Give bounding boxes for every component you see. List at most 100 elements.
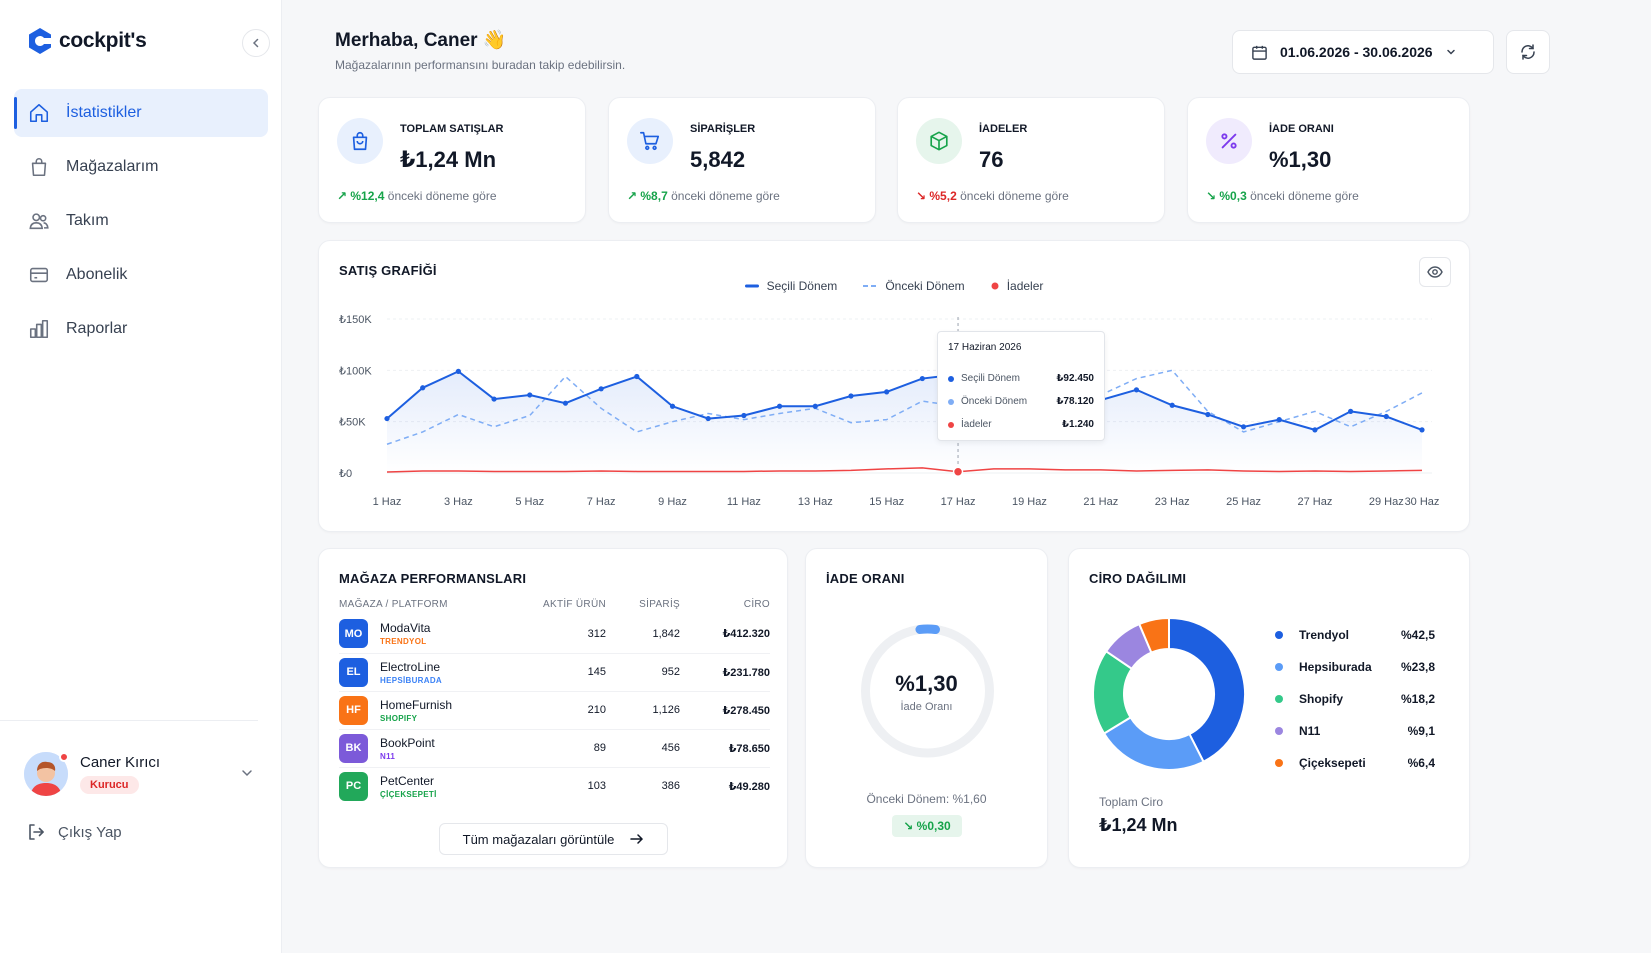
legend-item-selected[interactable]: Seçili Dönem: [744, 279, 837, 293]
data-point[interactable]: [884, 389, 890, 395]
store-name: HomeFurnish: [380, 697, 453, 712]
data-point[interactable]: [384, 415, 390, 422]
return-rate-center: %1,30 İade Oranı: [806, 671, 1047, 713]
chevron-down-icon[interactable]: [240, 766, 254, 780]
table-row[interactable]: MO ModaVita TRENDYOL 312 1,842 ₺412.320: [339, 615, 770, 654]
page-title: Merhaba, Caner 👋: [335, 30, 507, 51]
store-initials-badge: HF: [339, 695, 368, 725]
table-header-row: MAĞAZA / PLATFORM AKTİF ÜRÜN SİPARİŞ CİR…: [339, 593, 770, 615]
data-point[interactable]: [1276, 417, 1282, 423]
legend-name: Hepsiburada: [1299, 660, 1372, 674]
legend-dot: [1275, 663, 1283, 671]
data-point[interactable]: [634, 373, 640, 380]
data-point[interactable]: [741, 412, 747, 419]
data-point[interactable]: [598, 386, 604, 392]
sidebar-item-stores[interactable]: Mağazalarım: [14, 143, 268, 191]
stat-label: TOPLAM SATIŞLAR: [400, 123, 504, 135]
x-tick-label: 1 Haz: [373, 496, 402, 508]
revenue-cell: ₺78.650: [680, 729, 770, 768]
data-point[interactable]: [1312, 427, 1318, 433]
col-header: AKTİF ÜRÜN: [543, 598, 606, 610]
data-point[interactable]: [1419, 427, 1425, 433]
data-point[interactable]: [1383, 413, 1389, 420]
bar-chart-icon: [29, 319, 49, 339]
active-point-returns[interactable]: [952, 466, 964, 477]
selected-area: [387, 371, 1422, 473]
stat-icon-wrapper: [627, 118, 673, 164]
x-tick-label: 13 Haz: [798, 496, 833, 508]
tooltip-dot: [948, 375, 954, 382]
table-row[interactable]: PC PetCenter ÇİÇEKSEPETİ 103 386 ₺49.280: [339, 767, 770, 805]
data-point[interactable]: [1133, 387, 1140, 393]
logout-button[interactable]: Çıkış Yap: [26, 822, 122, 842]
logo[interactable]: cockpit's: [25, 26, 147, 56]
revenue-cell: ₺49.280: [728, 780, 770, 793]
data-point[interactable]: [812, 403, 818, 409]
store-platform: SHOPIFY: [380, 713, 418, 723]
donut-slice[interactable]: [1137, 616, 1170, 654]
sidebar-item-team[interactable]: Takım: [14, 197, 268, 245]
sidebar-item-label: Abonelik: [66, 266, 128, 283]
view-all-stores-button[interactable]: Tüm mağazaları görüntüle: [439, 823, 668, 855]
data-point[interactable]: [527, 392, 533, 398]
data-point[interactable]: [776, 403, 783, 409]
calendar-icon: [1252, 45, 1267, 60]
x-tick-label: 25 Haz: [1226, 496, 1261, 508]
sales-chart-card: SATIŞ GRAFİĞİ Seçili Dönem Önceki Dönem …: [318, 240, 1470, 532]
x-tick-label: 7 Haz: [587, 496, 616, 508]
stat-card-orders: SİPARİŞLER 5,842 ↗ %8,7 önceki döneme gö…: [608, 97, 876, 223]
donut-slice[interactable]: [1168, 616, 1246, 764]
orders-cell: 456: [606, 729, 680, 768]
legend-name: Çiçeksepeti: [1299, 756, 1366, 770]
table-row[interactable]: EL ElectroLine HEPSİBURADA 145 952 ₺231.780: [339, 653, 770, 692]
table-row[interactable]: BK BookPoint N11 89 456 ₺78.650: [339, 729, 770, 768]
stat-icon-wrapper: [916, 118, 962, 164]
sidebar-nav: İstatistikler Mağazalarım Takım Abonelik…: [14, 89, 268, 359]
user-role-badge: Kurucu: [80, 776, 139, 794]
data-point[interactable]: [919, 375, 925, 382]
legend-pct: %18,2: [1400, 692, 1435, 706]
sidebar-item-subscription[interactable]: Abonelik: [14, 251, 268, 299]
data-point[interactable]: [1205, 411, 1211, 418]
col-header: MAĞAZA / PLATFORM: [339, 598, 448, 610]
legend-item-returns[interactable]: İadeler: [991, 279, 1043, 293]
stat-label: İADE ORANI: [1269, 123, 1334, 135]
collapse-sidebar-button[interactable]: [242, 29, 270, 57]
store-platform: TRENDYOL: [380, 637, 427, 647]
table-row[interactable]: HF HomeFurnish SHOPIFY 210 1,126 ₺278.450: [339, 691, 770, 730]
data-point[interactable]: [705, 415, 711, 422]
refresh-button[interactable]: [1506, 30, 1550, 74]
data-point[interactable]: [1169, 402, 1175, 408]
legend-item-previous[interactable]: Önceki Dönem: [863, 279, 965, 293]
legend-pct: %23,8: [1400, 660, 1435, 674]
store-platform: N11: [380, 751, 396, 761]
data-point[interactable]: [848, 393, 854, 399]
eye-icon: [1427, 266, 1443, 278]
data-point[interactable]: [491, 396, 497, 402]
return-rate-label: İade Oranı: [900, 701, 953, 713]
data-point[interactable]: [1348, 408, 1354, 414]
date-range-picker[interactable]: 01.06.2026 - 30.06.2026: [1232, 30, 1494, 74]
stat-label: SİPARİŞLER: [690, 123, 756, 135]
trend-up-icon: ↗: [337, 189, 351, 203]
sidebar-item-statistics[interactable]: İstatistikler: [14, 89, 268, 137]
data-point[interactable]: [562, 400, 569, 406]
user-menu[interactable]: Caner Kırıcı Kurucu: [24, 752, 254, 796]
data-point[interactable]: [1240, 424, 1247, 430]
data-point[interactable]: [669, 403, 676, 409]
store-initials-badge: MO: [339, 619, 368, 649]
data-point[interactable]: [455, 368, 461, 374]
cart-icon: [640, 131, 660, 151]
store-name: ModaVita: [380, 621, 431, 636]
legend-dot: [1275, 759, 1283, 767]
x-tick-label: 23 Haz: [1155, 496, 1190, 508]
total-revenue-label: Toplam Ciro: [1099, 795, 1164, 809]
toggle-visibility-button[interactable]: [1419, 257, 1451, 287]
series-selected-line: [386, 370, 1423, 431]
legend-item: N11 %9,1: [1275, 715, 1435, 747]
legend-pct: %6,4: [1407, 756, 1435, 770]
active-products-cell: 312: [516, 615, 606, 654]
data-point[interactable]: [420, 385, 426, 391]
legend-name: N11: [1299, 724, 1321, 738]
sidebar-item-reports[interactable]: Raporlar: [14, 305, 268, 353]
